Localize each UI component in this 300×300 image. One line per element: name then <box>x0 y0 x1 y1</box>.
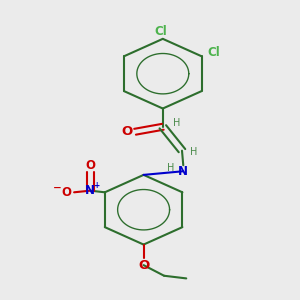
Text: N: N <box>85 184 95 197</box>
Text: O: O <box>85 159 95 172</box>
Text: O: O <box>138 259 149 272</box>
Text: −: − <box>53 183 62 193</box>
Text: N: N <box>178 165 188 178</box>
Text: Cl: Cl <box>207 46 220 59</box>
Text: O: O <box>61 186 71 199</box>
Text: +: + <box>94 182 100 190</box>
Text: H: H <box>190 147 198 157</box>
Text: O: O <box>121 124 132 138</box>
Text: H: H <box>173 118 180 128</box>
Text: Cl: Cl <box>154 25 167 38</box>
Text: H: H <box>167 163 174 173</box>
